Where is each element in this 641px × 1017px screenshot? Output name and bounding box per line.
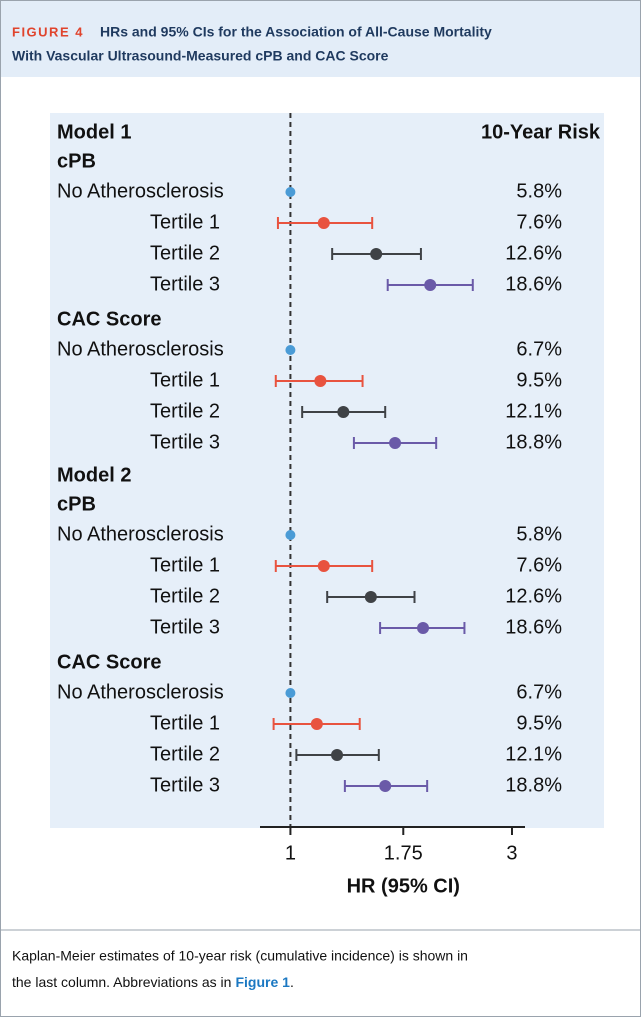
hr-point xyxy=(317,560,330,572)
hr-point xyxy=(417,622,430,634)
row-label: Tertile 2 xyxy=(150,242,220,264)
row-label: Tertile 3 xyxy=(150,616,220,638)
subgroup-heading: cPB xyxy=(57,150,96,172)
row-label: Tertile 2 xyxy=(150,400,220,422)
row-label: Tertile 2 xyxy=(150,585,220,607)
figure-title: HRs and 95% CIs for the Association of A… xyxy=(100,24,492,40)
row-label: No Atherosclerosis xyxy=(57,180,224,202)
row-label: Tertile 1 xyxy=(150,369,220,391)
hr-point xyxy=(285,345,296,355)
risk-value: 9.5% xyxy=(516,369,562,391)
hr-point xyxy=(424,279,437,291)
caption-text: the last column. Abbreviations as in xyxy=(12,974,231,990)
row-label: Tertile 1 xyxy=(150,712,220,734)
risk-value: 18.6% xyxy=(505,616,562,638)
row-label: Tertile 1 xyxy=(150,554,220,576)
hr-point xyxy=(389,437,402,449)
hr-point xyxy=(317,217,330,229)
x-tick-label: 1 xyxy=(285,842,296,864)
risk-value: 18.8% xyxy=(505,774,562,796)
hr-point xyxy=(314,375,327,387)
row-label: Tertile 3 xyxy=(150,273,220,295)
risk-value: 5.8% xyxy=(516,180,562,202)
subgroup-heading: cPB xyxy=(57,493,96,515)
hr-point xyxy=(370,248,383,260)
subgroup-heading: CAC Score xyxy=(57,308,161,330)
risk-value: 18.8% xyxy=(505,431,562,453)
subgroup-heading: CAC Score xyxy=(57,651,161,673)
row-label: No Atherosclerosis xyxy=(57,338,224,360)
risk-value: 6.7% xyxy=(516,681,562,703)
caption: the last column. Abbreviations as in Figu… xyxy=(12,974,294,990)
hr-point xyxy=(337,406,350,418)
risk-header: 10-Year Risk xyxy=(481,121,601,143)
risk-value: 5.8% xyxy=(516,523,562,545)
risk-value: 18.6% xyxy=(505,273,562,295)
risk-value: 9.5% xyxy=(516,712,562,734)
row-label: Tertile 1 xyxy=(150,211,220,233)
caption-text: . xyxy=(290,974,294,990)
caption: Kaplan-Meier estimates of 10-year risk (… xyxy=(12,948,468,964)
hr-point xyxy=(285,688,296,698)
x-tick-label: 3 xyxy=(506,842,517,864)
row-label: Tertile 3 xyxy=(150,431,220,453)
model-heading: Model 2 xyxy=(57,464,131,486)
hr-point xyxy=(285,530,296,540)
x-axis-label: HR (95% CI) xyxy=(347,875,460,897)
risk-value: 12.6% xyxy=(505,242,562,264)
figure-label: FIGURE 4 xyxy=(12,24,84,39)
row-label: Tertile 3 xyxy=(150,774,220,796)
caption-link[interactable]: Figure 1 xyxy=(235,974,290,990)
x-tick-label: 1.75 xyxy=(384,842,423,864)
plot-panel xyxy=(50,113,604,828)
row-label: Tertile 2 xyxy=(150,743,220,765)
risk-value: 6.7% xyxy=(516,338,562,360)
hr-point xyxy=(379,780,392,792)
model-heading: Model 1 xyxy=(57,121,131,143)
risk-value: 12.6% xyxy=(505,585,562,607)
hr-point xyxy=(364,591,377,603)
hr-point xyxy=(285,187,296,197)
risk-value: 7.6% xyxy=(516,554,562,576)
risk-value: 7.6% xyxy=(516,211,562,233)
risk-value: 12.1% xyxy=(505,400,562,422)
figure-title: With Vascular Ultrasound-Measured cPB an… xyxy=(12,48,389,64)
risk-value: 12.1% xyxy=(505,743,562,765)
header-band xyxy=(1,1,640,77)
row-label: No Atherosclerosis xyxy=(57,681,224,703)
row-label: No Atherosclerosis xyxy=(57,523,224,545)
hr-point xyxy=(310,718,323,730)
hr-point xyxy=(331,749,344,761)
